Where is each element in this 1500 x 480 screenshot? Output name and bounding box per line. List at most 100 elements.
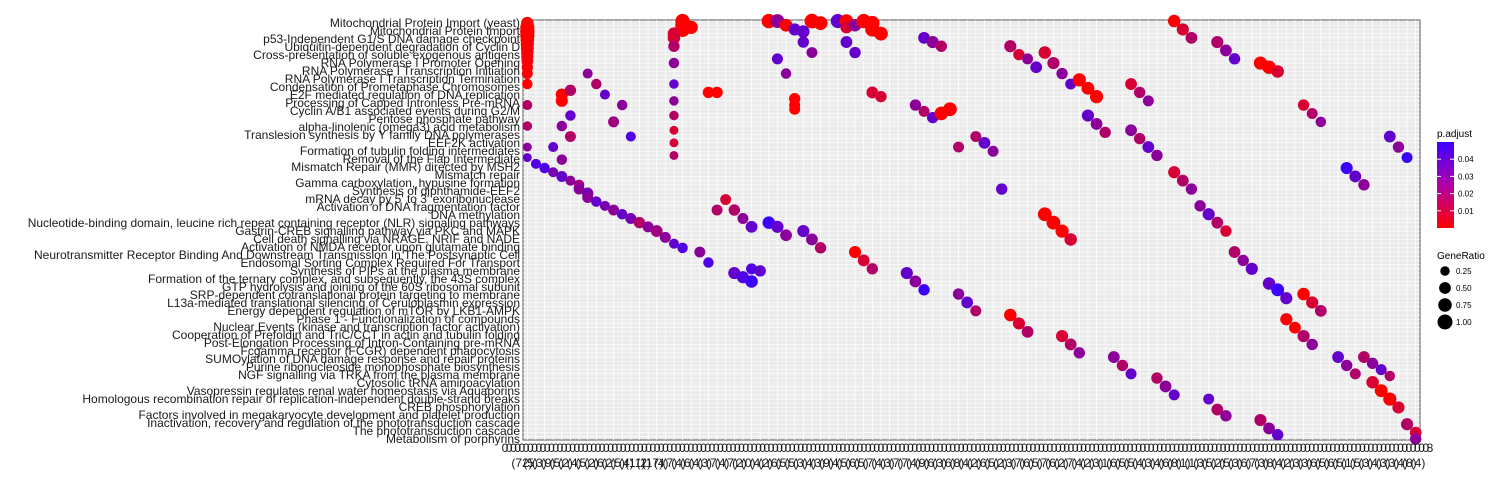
x-tick-count: (2) bbox=[558, 456, 573, 470]
data-point bbox=[565, 175, 576, 186]
data-point bbox=[1392, 141, 1405, 153]
data-point bbox=[659, 231, 671, 243]
x-tick-count: (8) bbox=[1402, 456, 1417, 470]
data-point bbox=[1211, 403, 1224, 416]
data-point bbox=[669, 96, 679, 106]
data-point bbox=[1142, 95, 1154, 107]
data-point bbox=[1211, 35, 1224, 49]
x-tick-number: 0 bbox=[1338, 441, 1345, 455]
x-tick-number: 0 bbox=[1080, 441, 1087, 455]
x-tick-number: 0 bbox=[510, 441, 517, 455]
x-tick-number: 0 bbox=[540, 441, 547, 455]
x-tick-number: 0 bbox=[1401, 441, 1408, 455]
x-tick-number: 0 bbox=[1258, 441, 1265, 455]
data-point bbox=[642, 221, 654, 233]
x-tick-number: 0 bbox=[886, 441, 893, 455]
x-tick-number: 0 bbox=[1186, 441, 1193, 455]
data-point bbox=[522, 121, 533, 131]
data-point bbox=[1375, 364, 1387, 376]
x-tick-number: 0 bbox=[861, 441, 868, 455]
x-tick-number: 0 bbox=[1406, 441, 1413, 455]
y-tick-label: Translesion synthesis by Y family DNA po… bbox=[244, 128, 520, 142]
x-tick-number: 0 bbox=[1342, 441, 1349, 455]
x-tick-number: 0 bbox=[1262, 441, 1269, 455]
data-point bbox=[669, 110, 679, 121]
y-tick-label: Ubiquitin-dependent degradation of Cycli… bbox=[285, 40, 521, 54]
data-point bbox=[1306, 107, 1318, 119]
x-tick-count: (3) bbox=[1089, 456, 1104, 470]
x-tick-count: (5) bbox=[1202, 456, 1217, 470]
x-tick-count: (5) bbox=[984, 456, 999, 470]
x-tick-number: 0 bbox=[734, 441, 741, 455]
data-point bbox=[522, 78, 533, 90]
y-tick-label: Nucleotide-binding domain, leucine rich … bbox=[28, 216, 520, 230]
x-tick-number: 0 bbox=[1232, 441, 1239, 455]
x-tick-count: (4) bbox=[828, 456, 843, 470]
x-tick-number: 0 bbox=[633, 441, 640, 455]
x-tick-count: (6) bbox=[1324, 456, 1339, 470]
x-tick-number: 0 bbox=[527, 441, 534, 455]
x-tick-number: 0 bbox=[983, 441, 990, 455]
x-tick-number: 0 bbox=[671, 441, 678, 455]
x-tick-count: (6) bbox=[1019, 456, 1034, 470]
x-tick-number: 0 bbox=[1266, 441, 1273, 455]
x-tick-number: 0 bbox=[823, 441, 830, 455]
data-point bbox=[1263, 422, 1275, 435]
x-tick-number: 0 bbox=[645, 441, 652, 455]
data-point bbox=[953, 141, 965, 153]
y-tick-label: Nuclear Events (kinase and transcription… bbox=[213, 320, 520, 334]
data-point bbox=[1297, 99, 1310, 111]
data-point bbox=[1280, 313, 1293, 326]
x-tick-count: (8) bbox=[950, 456, 965, 470]
y-tick-label: Pentose phosphate pathway bbox=[369, 112, 520, 126]
x-tick-number: 0 bbox=[835, 441, 842, 455]
data-point bbox=[1383, 130, 1396, 143]
x-tick-count: (4) bbox=[1071, 456, 1086, 470]
y-tick-label: Gamma carboxylation, hypusine formation bbox=[295, 176, 520, 190]
data-point bbox=[1340, 161, 1353, 175]
x-tick-number: 0 bbox=[776, 441, 783, 455]
x-tick-number: 0 bbox=[987, 441, 994, 455]
x-tick-number: 0 bbox=[1380, 441, 1387, 455]
x-tick-count: (11) bbox=[625, 456, 645, 470]
data-point bbox=[1142, 141, 1155, 153]
x-tick-number: 0 bbox=[802, 441, 809, 455]
x-tick-number: 0 bbox=[954, 441, 961, 455]
x-tick-count: (3) bbox=[1141, 456, 1156, 470]
x-tick-count: (4) bbox=[671, 456, 686, 470]
x-tick-number: 0 bbox=[1156, 441, 1163, 455]
size-legend-title: GeneRatio bbox=[1437, 251, 1485, 262]
y-tick-label: Cooperation of Prefoldin and TriC/CCT in… bbox=[172, 328, 520, 342]
x-tick-number: 0 bbox=[1346, 441, 1353, 455]
x-tick-number: 0 bbox=[620, 441, 627, 455]
x-tick-number: 0 bbox=[1308, 441, 1315, 455]
x-tick-count: (9) bbox=[541, 456, 556, 470]
x-tick-number: 0 bbox=[1321, 441, 1328, 455]
x-tick-number: 0 bbox=[523, 441, 530, 455]
x-tick-number: 0 bbox=[1355, 441, 1362, 455]
data-point bbox=[866, 263, 879, 275]
x-tick-number: 0 bbox=[1030, 441, 1037, 455]
x-tick-count: (5) bbox=[854, 456, 869, 470]
x-tick-number: 0 bbox=[916, 441, 923, 455]
data-point bbox=[1220, 225, 1232, 237]
x-tick-number: 0 bbox=[789, 441, 796, 455]
y-tick-label: SUMOylation of DNA damage response and r… bbox=[205, 352, 520, 366]
x-tick-count: (4) bbox=[689, 456, 704, 470]
x-tick-count: (2) bbox=[732, 456, 747, 470]
data-point bbox=[1358, 351, 1370, 363]
data-point bbox=[548, 167, 559, 178]
size-legend-dot bbox=[1438, 298, 1452, 312]
x-tick-count: (2) bbox=[993, 456, 1008, 470]
data-point bbox=[650, 225, 663, 237]
data-point bbox=[625, 131, 636, 142]
data-point bbox=[1012, 317, 1026, 330]
x-tick-count: (5) bbox=[837, 456, 852, 470]
x-tick-number: 0 bbox=[793, 441, 800, 455]
data-point bbox=[522, 153, 532, 163]
x-tick-number: 0 bbox=[1237, 441, 1244, 455]
x-tick-count: (72) bbox=[511, 456, 532, 470]
data-point bbox=[1392, 401, 1405, 414]
y-tick-label: Mismatch Repair (MMR) directed by MSH2 bbox=[291, 160, 520, 174]
y-tick-label: Mitochondrial Protein Import bbox=[370, 24, 521, 38]
